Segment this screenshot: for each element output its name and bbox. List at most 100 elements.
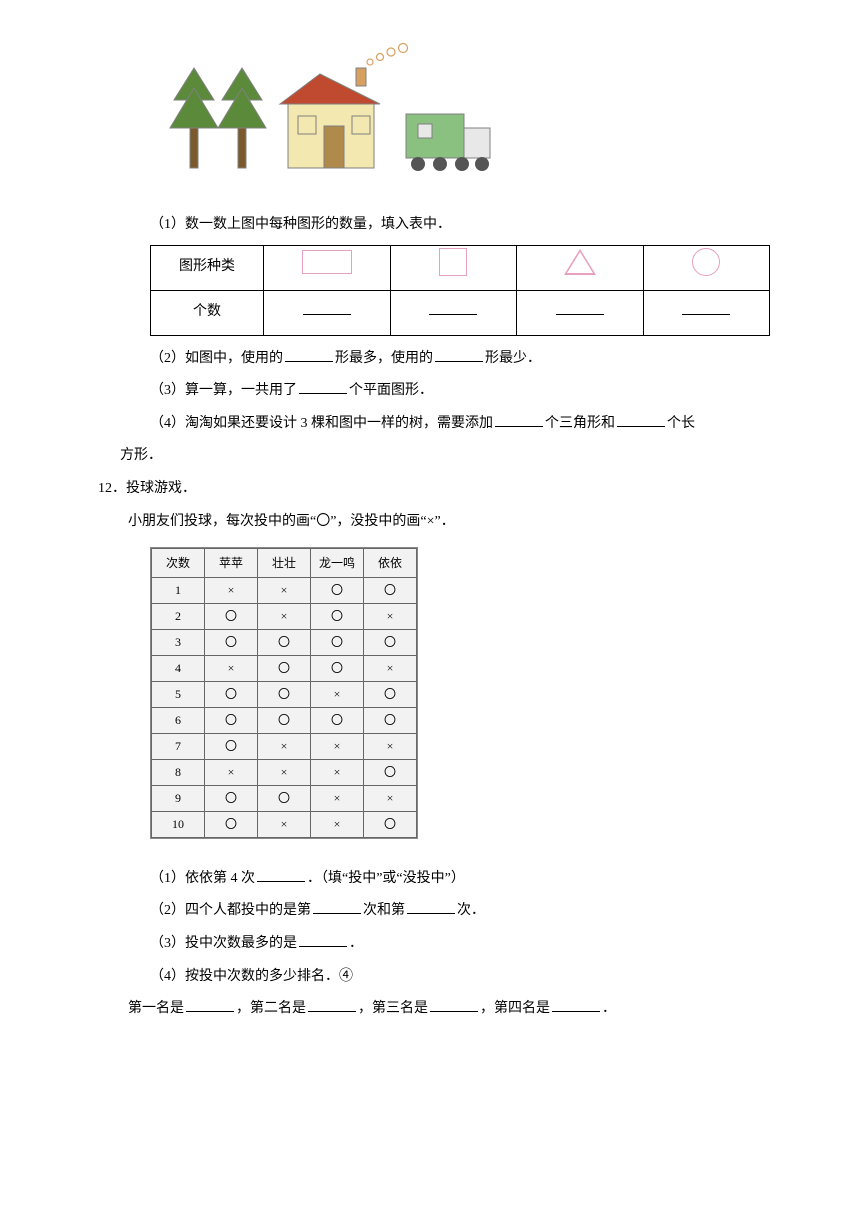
tg-cell: 〇: [258, 630, 311, 656]
tg-cell: 9: [152, 786, 205, 812]
tg-cell: ×: [311, 760, 364, 786]
q1-4-text: （4）淘淘如果还要设计 3 棵和图中一样的树，需要添加个三角形和个长: [150, 411, 780, 438]
shapes-scene-illustration: [160, 40, 520, 200]
tg-cell: ×: [258, 604, 311, 630]
blank-circle-count[interactable]: [682, 300, 730, 315]
tg-cell: 4: [152, 656, 205, 682]
rectangle-icon: [302, 250, 352, 274]
tg-cell: 〇: [258, 786, 311, 812]
blank-least-shape[interactable]: [435, 347, 483, 362]
blank-rank-1[interactable]: [186, 997, 234, 1012]
tg-cell: 〇: [311, 604, 364, 630]
tg-cell: 〇: [258, 656, 311, 682]
blank-all-hit-1[interactable]: [313, 899, 361, 914]
blank-all-hit-2[interactable]: [407, 899, 455, 914]
tg-cell: 〇: [311, 708, 364, 734]
tg-cell: ×: [364, 734, 417, 760]
tg-cell: 〇: [364, 760, 417, 786]
q12-title: 12．投球游戏．: [98, 476, 780, 503]
tg-header-0: 次数: [152, 549, 205, 578]
tg-cell: 〇: [205, 734, 258, 760]
q12-3-text: （3）投中次数最多的是．: [150, 931, 780, 958]
blank-most-shape[interactable]: [285, 347, 333, 362]
tg-header-2: 壮壮: [258, 549, 311, 578]
q1-2-text: （2）如图中，使用的形最多，使用的形最少．: [150, 346, 780, 373]
tg-cell: ×: [364, 786, 417, 812]
cell-count-label: 个数: [151, 290, 264, 335]
tg-cell: ×: [311, 734, 364, 760]
tg-cell: ×: [311, 682, 364, 708]
blank-rank-3[interactable]: [430, 997, 478, 1012]
tg-cell: 〇: [311, 656, 364, 682]
tg-cell: ×: [258, 734, 311, 760]
blank-total-shapes[interactable]: [299, 379, 347, 394]
q12-rank-text: 第一名是，第二名是，第三名是，第四名是．: [128, 996, 780, 1023]
tg-cell: 〇: [364, 578, 417, 604]
square-icon: [439, 248, 467, 276]
blank-add-triangles[interactable]: [495, 412, 543, 427]
tg-cell: 〇: [311, 578, 364, 604]
cell-count-rect: [264, 290, 391, 335]
blank-yiyi-4th[interactable]: [257, 867, 305, 882]
tg-cell: ×: [258, 760, 311, 786]
tg-cell: 〇: [205, 812, 258, 838]
throw-game-table-container: 次数苹苹壮壮龙一鸣依依 1××〇〇2〇×〇×3〇〇〇〇4×〇〇×5〇〇×〇6〇〇…: [150, 547, 418, 839]
circle-icon: [692, 248, 720, 276]
blank-add-rects[interactable]: [617, 412, 665, 427]
tg-cell: 〇: [258, 708, 311, 734]
q1-3-text: （3）算一算，一共用了个平面图形．: [150, 378, 780, 405]
q1-1-text: （1）数一数上图中每种图形的数量，填入表中．: [150, 212, 780, 239]
cell-count-triangle: [517, 290, 644, 335]
tg-cell: 〇: [205, 682, 258, 708]
tg-cell: ×: [311, 786, 364, 812]
q12-4-text: （4）按投中次数的多少排名．④: [150, 964, 780, 991]
blank-rank-4[interactable]: [552, 997, 600, 1012]
tg-cell: 6: [152, 708, 205, 734]
shapes-count-table: 图形种类 个数: [150, 245, 770, 336]
blank-rect-count[interactable]: [303, 300, 351, 315]
q12-intro: 小朋友们投球，每次投中的画“〇”，没投中的画“×”．: [128, 509, 780, 536]
blank-most-hits[interactable]: [299, 932, 347, 947]
tg-cell: 〇: [364, 812, 417, 838]
tg-cell: ×: [258, 578, 311, 604]
cell-header-circle: [643, 245, 770, 290]
triangle-icon: [564, 249, 596, 275]
tg-cell: 1: [152, 578, 205, 604]
tg-cell: 〇: [258, 682, 311, 708]
q12-2-text: （2）四个人都投中的是第次和第次．: [150, 898, 780, 925]
tg-cell: 10: [152, 812, 205, 838]
q12-1-text: （1）依依第 4 次．（填“投中”或“没投中”）: [150, 866, 780, 893]
cell-count-square: [390, 290, 517, 335]
tg-cell: ×: [205, 656, 258, 682]
tg-header-1: 苹苹: [205, 549, 258, 578]
tg-cell: ×: [205, 760, 258, 786]
tg-cell: 〇: [311, 630, 364, 656]
blank-rank-2[interactable]: [308, 997, 356, 1012]
tg-cell: 〇: [364, 708, 417, 734]
tg-cell: 5: [152, 682, 205, 708]
tg-cell: ×: [258, 812, 311, 838]
cell-header-triangle: [517, 245, 644, 290]
cell-count-circle: [643, 290, 770, 335]
tg-cell: 2: [152, 604, 205, 630]
tg-cell: 〇: [205, 630, 258, 656]
blank-triangle-count[interactable]: [556, 300, 604, 315]
throw-game-table: 次数苹苹壮壮龙一鸣依依 1××〇〇2〇×〇×3〇〇〇〇4×〇〇×5〇〇×〇6〇〇…: [151, 548, 417, 838]
cell-header-square: [390, 245, 517, 290]
tg-cell: 〇: [364, 630, 417, 656]
tg-cell: ×: [364, 656, 417, 682]
blank-square-count[interactable]: [429, 300, 477, 315]
cell-header-kind: 图形种类: [151, 245, 264, 290]
tg-cell: 3: [152, 630, 205, 656]
tg-cell: 〇: [205, 786, 258, 812]
tg-cell: 8: [152, 760, 205, 786]
tg-cell: 〇: [205, 604, 258, 630]
q1-4-text-cont: 方形．: [120, 443, 780, 470]
tg-cell: 〇: [364, 682, 417, 708]
tg-cell: ×: [364, 604, 417, 630]
tg-cell: 7: [152, 734, 205, 760]
tg-header-3: 龙一鸣: [311, 549, 364, 578]
cell-header-rect: [264, 245, 391, 290]
tg-cell: 〇: [205, 708, 258, 734]
tg-cell: ×: [205, 578, 258, 604]
